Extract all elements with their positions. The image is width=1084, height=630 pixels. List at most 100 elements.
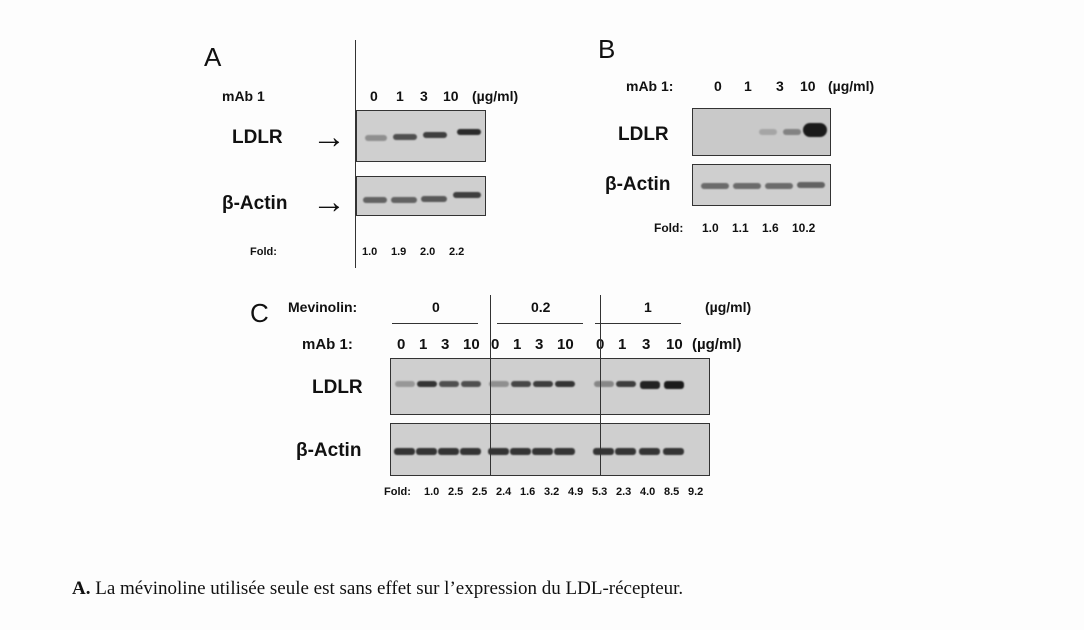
- actin-blot: [390, 423, 710, 476]
- lane-label: 10: [463, 336, 480, 353]
- lane-label: 10: [443, 88, 459, 104]
- caption-text: La mévinoline utilisée seule est sans ef…: [95, 578, 684, 599]
- actin-band: [460, 448, 481, 455]
- row-label-ldlr: LDLR: [618, 124, 669, 145]
- row-label-ldlr: LDLR: [232, 127, 283, 148]
- lane-label: 1: [419, 336, 428, 353]
- panel-c-treatment-label: mAb 1:: [302, 336, 353, 353]
- row-label-actin: β-Actin: [222, 193, 288, 214]
- lane-label: 3: [642, 336, 651, 353]
- lane-label: 1: [513, 336, 522, 353]
- ldlr-band: [439, 381, 459, 387]
- mevinolin-label: Mevinolin:: [288, 299, 358, 315]
- lane-label: 0: [370, 88, 378, 104]
- lane-label: 10: [800, 78, 816, 94]
- ldlr-band: [511, 381, 531, 387]
- lane-label: 3: [535, 336, 544, 353]
- actin-band: [394, 448, 415, 455]
- fold-value: 1.0: [424, 486, 440, 498]
- arrow-icon: →: [312, 183, 346, 221]
- actin-band: [593, 448, 614, 455]
- actin-band: [615, 448, 636, 455]
- lane-label: 3: [776, 78, 784, 94]
- group-divider: [490, 295, 491, 476]
- fold-value: 9.2: [688, 486, 704, 498]
- lane-label: 1: [396, 88, 404, 104]
- panel-a-letter: A: [204, 42, 222, 72]
- fold-value: 5.3: [592, 486, 608, 498]
- fold-value: 1.6: [762, 221, 779, 235]
- actin-band: [510, 448, 531, 455]
- ldlr-band: [616, 381, 636, 387]
- fold-value: 1.9: [391, 246, 407, 258]
- actin-band: [554, 448, 575, 455]
- group-divider: [600, 295, 601, 476]
- ldlr-band: [640, 381, 660, 389]
- lane-label: 1: [618, 336, 627, 353]
- ldlr-band: [664, 381, 684, 389]
- panel-b-treatment-label: mAb 1:: [626, 78, 674, 94]
- mevinolin-group: 0.2: [531, 299, 551, 315]
- ldlr-band: [395, 381, 415, 387]
- ldlr-blot: [356, 110, 486, 162]
- actin-blot: [692, 164, 831, 206]
- fold-value: 1.1: [732, 221, 749, 235]
- group-underline: [392, 323, 478, 324]
- ldlr-band: [489, 381, 509, 387]
- panel-c-letter: C: [250, 298, 269, 328]
- fold-label: Fold:: [250, 246, 277, 258]
- unit-label: (µg/ml): [692, 336, 742, 353]
- lane-label: 0: [491, 336, 500, 353]
- actin-blot: [356, 176, 486, 216]
- fold-value: 8.5: [664, 486, 680, 498]
- figure-caption: A. La mévinoline utilisée seule est sans…: [72, 578, 683, 600]
- fold-value: 1.6: [520, 486, 536, 498]
- fold-value: 1.0: [702, 221, 719, 235]
- actin-band: [416, 448, 437, 455]
- fold-value: 2.4: [496, 486, 512, 498]
- ldlr-band: [533, 381, 553, 387]
- ldlr-band: [594, 381, 614, 387]
- fold-value: 3.2: [544, 486, 560, 498]
- mevinolin-unit: (µg/ml): [705, 299, 752, 315]
- actin-band: [663, 448, 684, 455]
- fold-value: 10.2: [792, 221, 816, 235]
- lane-label: 3: [420, 88, 428, 104]
- fold-value: 4.9: [568, 486, 584, 498]
- actin-band: [438, 448, 459, 455]
- actin-band: [532, 448, 553, 455]
- ldlr-band: [417, 381, 437, 387]
- row-label-actin: β-Actin: [296, 440, 362, 461]
- fold-value: 1.0: [362, 246, 378, 258]
- unit-label: (µg/ml): [472, 88, 519, 104]
- actin-band: [488, 448, 509, 455]
- lane-label: 10: [557, 336, 574, 353]
- ldlr-band: [461, 381, 481, 387]
- fold-value: 2.5: [448, 486, 464, 498]
- panel-a-divider: [355, 40, 356, 268]
- fold-value: 2.0: [420, 246, 436, 258]
- ldlr-band: [555, 381, 575, 387]
- row-label-ldlr: LDLR: [312, 377, 363, 398]
- fold-label: Fold:: [654, 221, 684, 235]
- ldlr-blot: [692, 108, 831, 156]
- ldlr-blot: [390, 358, 710, 415]
- fold-value: 2.3: [616, 486, 632, 498]
- actin-band: [639, 448, 660, 455]
- lane-label: 0: [714, 78, 722, 94]
- lane-label: 3: [441, 336, 450, 353]
- arrow-icon: →: [312, 118, 346, 156]
- lane-label: 1: [744, 78, 752, 94]
- mevinolin-group: 0: [432, 299, 440, 315]
- panel-b-letter: B: [598, 34, 616, 64]
- group-underline: [595, 323, 681, 324]
- mevinolin-group: 1: [644, 299, 652, 315]
- lane-label: 10: [666, 336, 683, 353]
- group-underline: [497, 323, 583, 324]
- fold-value: 2.2: [449, 246, 465, 258]
- caption-prefix: A.: [72, 578, 91, 599]
- panel-a-treatment-label: mAb 1: [222, 88, 265, 104]
- lane-label: 0: [397, 336, 406, 353]
- unit-label: (µg/ml): [828, 78, 875, 94]
